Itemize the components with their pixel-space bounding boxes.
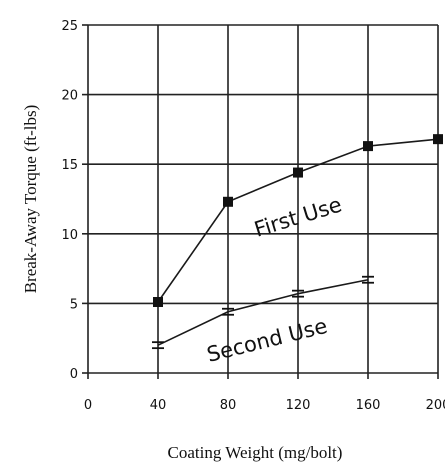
y-tick-label: 20: [61, 89, 78, 104]
series-line-second-use: [157, 278, 369, 346]
x-tick-label: 40: [150, 398, 167, 413]
data-point-first-use: [223, 196, 233, 207]
y-tick-label: 10: [61, 228, 78, 243]
y-axis-title: Break-Away Torque (ft-lbs): [21, 105, 40, 294]
data-point-second-use: [222, 307, 234, 316]
y-tick-label: 15: [61, 158, 78, 173]
plot-frame: [87, 25, 438, 374]
y-tick-label: 25: [61, 19, 78, 34]
y-tick-label: 0: [70, 367, 78, 382]
x-tick-label: 120: [286, 398, 311, 413]
series-layer: [152, 134, 443, 350]
x-tick-label: 160: [356, 398, 381, 413]
x-tick-label: 80: [220, 398, 237, 413]
data-point-second-use: [152, 341, 164, 350]
data-point-second-use: [362, 275, 374, 284]
data-point-first-use: [363, 141, 373, 152]
tick-label-layer: 0 5 10 15 20 25 0 40 80 120 160 200: [61, 19, 445, 413]
data-point-first-use: [293, 167, 303, 178]
x-tick-label: 200: [426, 398, 445, 413]
x-axis-title: Coating Weight (mg/bolt): [168, 443, 343, 462]
data-point-first-use: [433, 134, 443, 145]
grid-layer: [82, 24, 439, 379]
data-point-second-use: [292, 289, 304, 298]
data-point-first-use: [153, 297, 163, 308]
annotation-second-use: Second Use: [204, 314, 329, 367]
x-tick-label: 0: [84, 398, 92, 413]
y-tick-label: 5: [70, 297, 78, 312]
